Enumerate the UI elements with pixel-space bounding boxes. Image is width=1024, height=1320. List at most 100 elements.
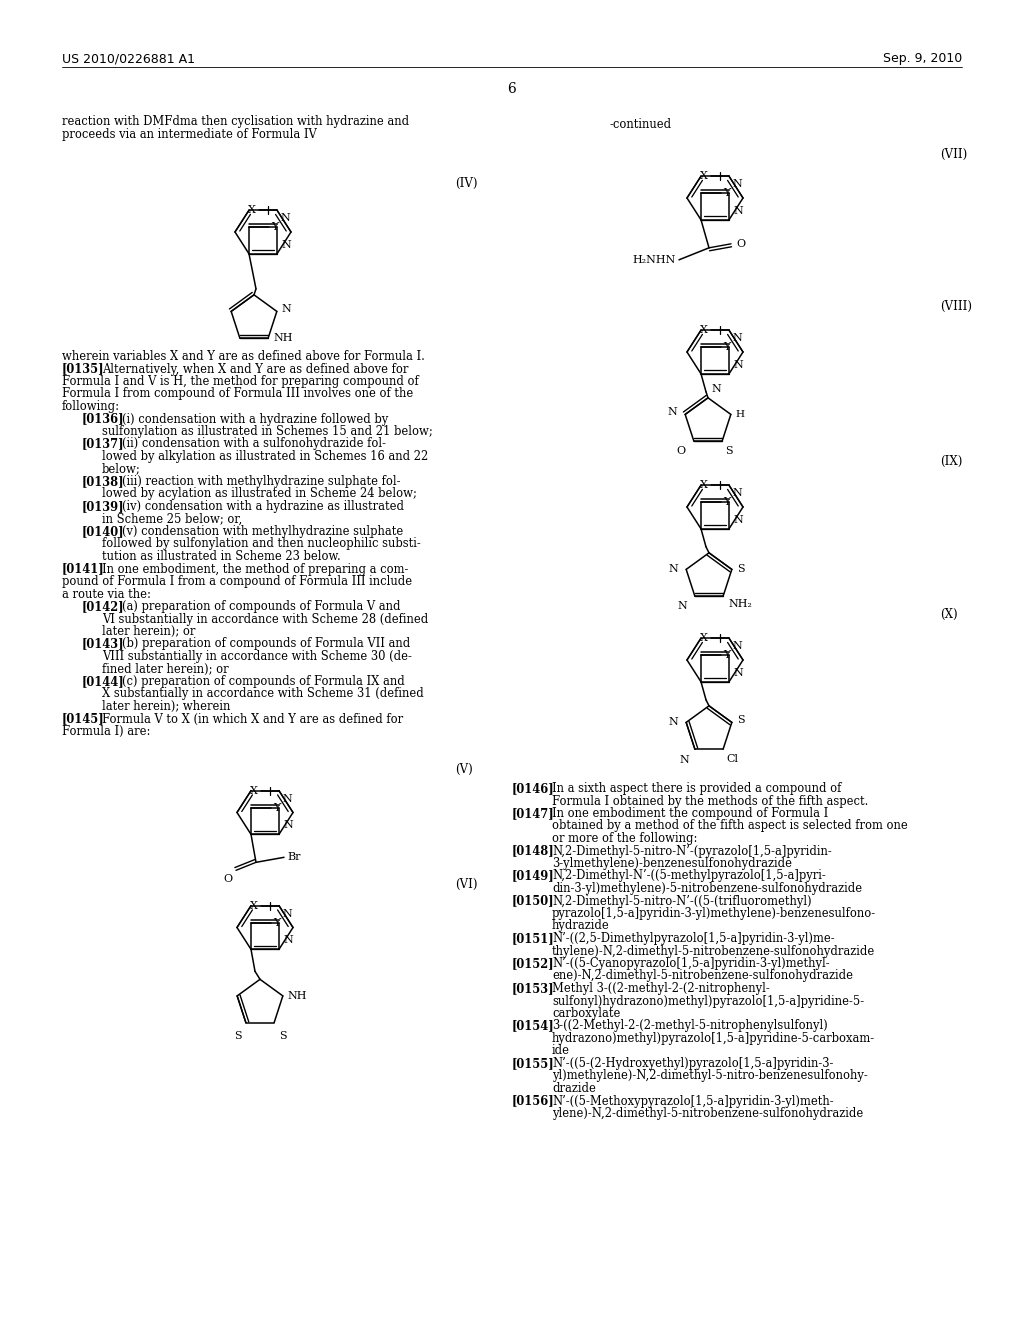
- Text: (iv) condensation with a hydrazine as illustrated: (iv) condensation with a hydrazine as il…: [122, 500, 404, 513]
- Text: [0155]: [0155]: [512, 1057, 555, 1071]
- Text: In a sixth aspect there is provided a compound of: In a sixth aspect there is provided a co…: [552, 781, 842, 795]
- Text: N’-((2,5-Dimethylpyrazolo[1,5-a]pyridin-3-yl)me-: N’-((2,5-Dimethylpyrazolo[1,5-a]pyridin-…: [552, 932, 835, 945]
- Text: In one embodiment, the method of preparing a com-: In one embodiment, the method of prepari…: [102, 562, 409, 576]
- Text: N: N: [679, 755, 689, 766]
- Text: (IX): (IX): [940, 455, 963, 469]
- Text: Y: Y: [724, 189, 731, 198]
- Text: X: X: [700, 172, 708, 181]
- Text: Y: Y: [724, 342, 731, 352]
- Text: reaction with DMFdma then cyclisation with hydrazine and: reaction with DMFdma then cyclisation wi…: [62, 115, 410, 128]
- Text: [0136]: [0136]: [82, 412, 125, 425]
- Text: [0145]: [0145]: [62, 713, 104, 726]
- Text: NH: NH: [273, 333, 293, 343]
- Text: N,2-Dimethyl-N’-((5-methylpyrazolo[1,5-a]pyri-: N,2-Dimethyl-N’-((5-methylpyrazolo[1,5-a…: [552, 870, 825, 883]
- Text: Cl: Cl: [726, 754, 738, 764]
- Text: N: N: [283, 936, 293, 945]
- Text: X: X: [700, 634, 708, 643]
- Text: thylene)-N,2-dimethyl-5-nitrobenzene-sulfonohydrazide: thylene)-N,2-dimethyl-5-nitrobenzene-sul…: [552, 945, 876, 957]
- Text: N: N: [677, 601, 687, 611]
- Text: Br: Br: [287, 853, 300, 862]
- Text: fined later herein); or: fined later herein); or: [102, 663, 228, 676]
- Text: (V): (V): [455, 763, 473, 776]
- Text: [0137]: [0137]: [82, 437, 125, 450]
- Text: N’-((5-(2-Hydroxyethyl)pyrazolo[1,5-a]pyridin-3-: N’-((5-(2-Hydroxyethyl)pyrazolo[1,5-a]py…: [552, 1057, 834, 1071]
- Text: [0142]: [0142]: [82, 601, 125, 612]
- Text: drazide: drazide: [552, 1082, 596, 1096]
- Text: yl)methylene)-N,2-dimethyl-5-nitro-benzenesulfonohy-: yl)methylene)-N,2-dimethyl-5-nitro-benze…: [552, 1069, 867, 1082]
- Text: 6: 6: [508, 82, 516, 96]
- Text: [0138]: [0138]: [82, 475, 125, 488]
- Text: [0144]: [0144]: [82, 675, 125, 688]
- Text: ylene)-N,2-dimethyl-5-nitrobenzene-sulfonohydrazide: ylene)-N,2-dimethyl-5-nitrobenzene-sulfo…: [552, 1107, 863, 1119]
- Text: (c) preparation of compounds of Formula IX and: (c) preparation of compounds of Formula …: [122, 675, 404, 688]
- Text: [0153]: [0153]: [512, 982, 555, 995]
- Text: [0141]: [0141]: [62, 562, 104, 576]
- Text: S: S: [737, 565, 744, 574]
- Text: S: S: [280, 1031, 287, 1040]
- Text: 3-ylmethylene)-benzenesulfonohydrazide: 3-ylmethylene)-benzenesulfonohydrazide: [552, 857, 792, 870]
- Text: US 2010/0226881 A1: US 2010/0226881 A1: [62, 51, 195, 65]
- Text: (v) condensation with methylhydrazine sulphate: (v) condensation with methylhydrazine su…: [122, 525, 403, 539]
- Text: wherein variables X and Y are as defined above for Formula I.: wherein variables X and Y are as defined…: [62, 350, 425, 363]
- Text: X: X: [700, 480, 708, 490]
- Text: Formula I from compound of Formula III involves one of the: Formula I from compound of Formula III i…: [62, 388, 414, 400]
- Text: ene)-N,2-dimethyl-5-nitrobenzene-sulfonohydrazide: ene)-N,2-dimethyl-5-nitrobenzene-sulfono…: [552, 969, 853, 982]
- Text: Formula I obtained by the methods of the fifth aspect.: Formula I obtained by the methods of the…: [552, 795, 868, 808]
- Text: obtained by a method of the fifth aspect is selected from one: obtained by a method of the fifth aspect…: [552, 820, 907, 833]
- Text: O: O: [223, 874, 232, 884]
- Text: later herein); wherein: later herein); wherein: [102, 700, 230, 713]
- Text: ide: ide: [552, 1044, 570, 1057]
- Text: N: N: [733, 206, 742, 216]
- Text: or more of the following:: or more of the following:: [552, 832, 697, 845]
- Text: [0146]: [0146]: [512, 781, 555, 795]
- Text: later herein); or: later herein); or: [102, 624, 196, 638]
- Text: [0151]: [0151]: [512, 932, 555, 945]
- Text: (VI): (VI): [455, 878, 477, 891]
- Text: N: N: [281, 240, 291, 249]
- Text: (ii) condensation with a sulfonohydrazide fol-: (ii) condensation with a sulfonohydrazid…: [122, 437, 386, 450]
- Text: X: X: [248, 205, 256, 215]
- Text: S: S: [234, 1031, 242, 1040]
- Text: S: S: [725, 446, 733, 457]
- Text: [0140]: [0140]: [82, 525, 125, 539]
- Text: X: X: [700, 325, 708, 335]
- Text: NH: NH: [288, 991, 307, 1001]
- Text: sulfonylation as illustrated in Schemes 15 and 21 below;: sulfonylation as illustrated in Schemes …: [102, 425, 433, 438]
- Text: Y: Y: [273, 917, 281, 928]
- Text: Formula I) are:: Formula I) are:: [62, 725, 151, 738]
- Text: Y: Y: [724, 651, 731, 660]
- Text: tution as illustrated in Scheme 23 below.: tution as illustrated in Scheme 23 below…: [102, 550, 341, 564]
- Text: Y: Y: [273, 803, 281, 813]
- Text: (iii) reaction with methylhydrazine sulphate fol-: (iii) reaction with methylhydrazine sulp…: [122, 475, 400, 488]
- Text: followed by sulfonylation and then nucleophilic substi-: followed by sulfonylation and then nucle…: [102, 537, 421, 550]
- Text: Sep. 9, 2010: Sep. 9, 2010: [883, 51, 962, 65]
- Text: pyrazolo[1,5-a]pyridin-3-yl)methylene)-benzenesulfono-: pyrazolo[1,5-a]pyridin-3-yl)methylene)-b…: [552, 907, 877, 920]
- Text: hydrazono)methyl)pyrazolo[1,5-a]pyridine-5-carboxam-: hydrazono)methyl)pyrazolo[1,5-a]pyridine…: [552, 1032, 876, 1045]
- Text: N: N: [732, 180, 741, 189]
- Text: in Scheme 25 below; or,: in Scheme 25 below; or,: [102, 512, 243, 525]
- Text: (X): (X): [940, 609, 957, 620]
- Text: X: X: [250, 900, 258, 911]
- Text: below;: below;: [102, 462, 140, 475]
- Text: following:: following:: [62, 400, 120, 413]
- Text: N: N: [669, 717, 678, 727]
- Text: hydrazide: hydrazide: [552, 920, 609, 932]
- Text: Alternatively, when X and Y are as defined above for: Alternatively, when X and Y are as defin…: [102, 363, 409, 375]
- Text: proceeds via an intermediate of Formula IV: proceeds via an intermediate of Formula …: [62, 128, 316, 141]
- Text: N: N: [732, 488, 741, 498]
- Text: [0156]: [0156]: [512, 1094, 555, 1107]
- Text: 3-((2-Methyl-2-(2-methyl-5-nitrophenylsulfonyl): 3-((2-Methyl-2-(2-methyl-5-nitrophenylsu…: [552, 1019, 827, 1032]
- Text: (i) condensation with a hydrazine followed by: (i) condensation with a hydrazine follow…: [122, 412, 388, 425]
- Text: H₂NHN: H₂NHN: [633, 255, 676, 265]
- Text: [0135]: [0135]: [62, 363, 104, 375]
- Text: N,2-Dimethyl-5-nitro-N’-(pyrazolo[1,5-a]pyridin-: N,2-Dimethyl-5-nitro-N’-(pyrazolo[1,5-a]…: [552, 845, 831, 858]
- Text: (IV): (IV): [455, 177, 477, 190]
- Text: N: N: [733, 668, 742, 678]
- Text: [0148]: [0148]: [512, 845, 555, 858]
- Text: [0149]: [0149]: [512, 870, 555, 883]
- Text: [0150]: [0150]: [512, 895, 555, 908]
- Text: lowed by alkylation as illustrated in Schemes 16 and 22: lowed by alkylation as illustrated in Sc…: [102, 450, 428, 463]
- Text: In one embodiment the compound of Formula I: In one embodiment the compound of Formul…: [552, 807, 828, 820]
- Text: N: N: [668, 408, 677, 417]
- Text: N: N: [282, 793, 292, 804]
